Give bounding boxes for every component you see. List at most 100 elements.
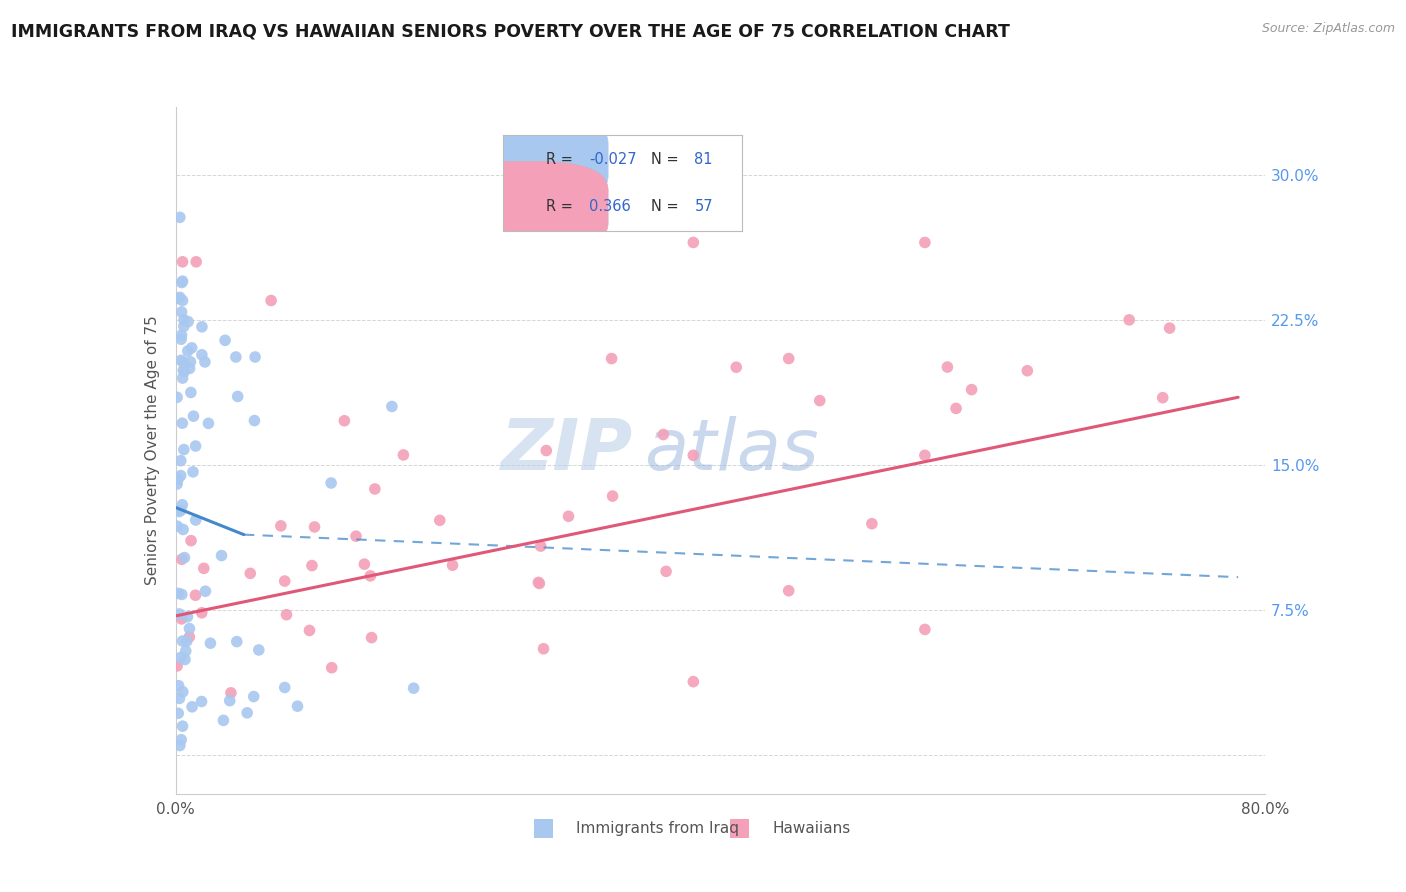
Point — [172, 371, 194, 385]
Point — [172, 523, 194, 537]
Point — [191, 348, 214, 362]
Point — [180, 533, 202, 548]
Point — [364, 482, 387, 496]
Point — [778, 351, 800, 366]
Point — [914, 623, 936, 637]
Point — [186, 255, 208, 269]
FancyBboxPatch shape — [440, 161, 609, 252]
Point — [173, 319, 195, 334]
Point — [276, 607, 298, 622]
Point — [225, 350, 247, 364]
Point — [682, 235, 704, 250]
Point — [169, 650, 191, 665]
Point — [530, 539, 553, 553]
Text: Hawaiians: Hawaiians — [773, 822, 851, 836]
Point — [226, 389, 249, 403]
Point — [725, 360, 748, 375]
Point — [166, 659, 188, 673]
Point — [176, 609, 198, 624]
Point — [170, 732, 193, 747]
Point — [166, 477, 188, 491]
Point — [177, 315, 200, 329]
Point — [172, 719, 194, 733]
Point — [169, 691, 191, 706]
Point — [1152, 391, 1174, 405]
Point — [170, 305, 193, 319]
Text: atlas: atlas — [644, 416, 818, 485]
Point — [557, 509, 579, 524]
Point — [533, 641, 555, 656]
Point — [274, 574, 297, 588]
Point — [172, 634, 194, 648]
Point — [219, 686, 242, 700]
Point — [808, 393, 831, 408]
Text: Source: ZipAtlas.com: Source: ZipAtlas.com — [1261, 22, 1395, 36]
Point — [170, 453, 193, 467]
Point — [914, 448, 936, 462]
Point — [655, 565, 678, 579]
Point — [180, 385, 202, 400]
Point — [173, 313, 195, 327]
Point — [191, 319, 214, 334]
Text: 81: 81 — [695, 152, 713, 167]
Point — [860, 516, 883, 531]
Point — [172, 274, 194, 288]
Point — [181, 465, 204, 479]
Point — [600, 351, 623, 366]
Point — [170, 353, 193, 368]
Point — [247, 643, 270, 657]
Point — [184, 439, 207, 453]
Point — [441, 558, 464, 573]
Point — [344, 529, 367, 543]
Point — [287, 699, 309, 714]
Point — [243, 414, 266, 428]
Point — [914, 235, 936, 250]
Point — [304, 520, 326, 534]
Y-axis label: Seniors Poverty Over the Age of 75: Seniors Poverty Over the Age of 75 — [145, 316, 160, 585]
Point — [169, 607, 191, 621]
Point — [170, 332, 193, 346]
Point — [170, 587, 193, 601]
Point — [333, 414, 356, 428]
Point — [170, 612, 193, 626]
Point — [212, 714, 235, 728]
Point — [321, 475, 343, 490]
Point — [402, 681, 425, 695]
Point — [359, 569, 381, 583]
Text: R =: R = — [546, 152, 578, 167]
Point — [236, 706, 259, 720]
Point — [172, 416, 194, 430]
Point — [298, 624, 321, 638]
Text: N =: N = — [651, 199, 683, 214]
Point — [166, 292, 188, 306]
Point — [243, 350, 266, 364]
Point — [536, 443, 558, 458]
Point — [1017, 364, 1039, 378]
Point — [214, 334, 236, 348]
Point — [181, 699, 204, 714]
Point — [170, 328, 193, 343]
Text: IMMIGRANTS FROM IRAQ VS HAWAIIAN SENIORS POVERTY OVER THE AGE OF 75 CORRELATION : IMMIGRANTS FROM IRAQ VS HAWAIIAN SENIORS… — [11, 22, 1010, 40]
Point — [167, 706, 190, 721]
Point — [529, 576, 551, 591]
Point — [179, 630, 201, 644]
Point — [172, 293, 194, 308]
Point — [173, 442, 195, 457]
Text: ZIP: ZIP — [501, 416, 633, 485]
Point — [270, 519, 292, 533]
Point — [179, 361, 201, 376]
Point — [218, 694, 240, 708]
Point — [197, 417, 219, 431]
Point — [180, 341, 202, 355]
Point — [429, 513, 451, 527]
FancyBboxPatch shape — [440, 114, 609, 204]
Point — [242, 690, 264, 704]
Point — [194, 355, 217, 369]
Point — [170, 503, 193, 517]
Point — [260, 293, 283, 308]
Point — [527, 575, 550, 590]
Point — [353, 557, 375, 571]
Point — [778, 583, 800, 598]
Point — [177, 344, 200, 359]
Point — [174, 652, 197, 666]
